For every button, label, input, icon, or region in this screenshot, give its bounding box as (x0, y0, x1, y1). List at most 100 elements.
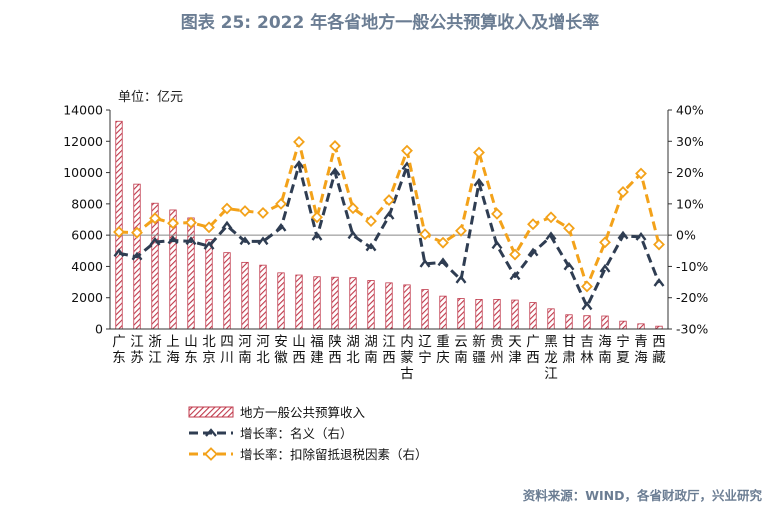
legend-swatch-nominal (189, 427, 233, 437)
x-tick-label: 湖 (346, 334, 360, 350)
nominal-growth-point (419, 258, 431, 268)
y-right-tick-label: -30% (676, 322, 708, 337)
x-tick-label: 海 (166, 350, 180, 366)
legend-label-nominal: 增长率：名义（右） (240, 426, 353, 441)
adjusted-growth-point (275, 197, 287, 210)
y-left-tick-label: 4000 (71, 259, 103, 274)
lines-layer (113, 135, 665, 311)
adjusted-growth-point (635, 167, 647, 180)
adjusted-growth-point (419, 228, 431, 241)
x-tick-label: 蒙 (400, 350, 414, 366)
x-tick-label: 贵 (490, 334, 504, 350)
x-tick-label: 江 (382, 334, 396, 350)
adjusted-growth-point (311, 211, 323, 224)
adjusted-growth-point (239, 205, 251, 217)
x-tick-label: 内 (400, 334, 414, 350)
adjusted-growth-point (131, 226, 143, 239)
x-tick-label: 西 (652, 334, 666, 350)
nominal-growth-line (118, 163, 661, 308)
adjusted-growth-point (491, 207, 503, 220)
adjusted-growth-point (617, 186, 629, 198)
bar (241, 261, 249, 330)
nominal-growth-point (113, 248, 125, 258)
adjusted-growth-point (167, 217, 179, 230)
x-tick-label: 云 (454, 334, 468, 350)
adjusted-growth-point (383, 194, 395, 207)
x-tick-label: 京 (202, 350, 216, 366)
x-tick-label: 宁 (418, 349, 432, 366)
legend-swatch-bars (188, 406, 234, 417)
nominal-growth-point (221, 220, 233, 230)
bar (259, 264, 267, 330)
chart-plot: 0 2000 4000 6000 8000 10000 12000 14000 -30% -20%… (63, 103, 708, 383)
x-tick-label: 津 (508, 350, 522, 366)
adjusted-growth-point (347, 202, 359, 215)
legend-swatch-adjusted (189, 446, 233, 461)
x-tick-label: 河 (238, 334, 252, 350)
x-tick-label: 浙 (148, 334, 162, 350)
bar (529, 302, 537, 330)
adjusted-growth-point (221, 202, 233, 215)
bar (187, 217, 195, 330)
x-tick-label: 天 (508, 334, 522, 350)
x-tick-label: 南 (364, 350, 378, 366)
nominal-growth-point (545, 231, 557, 241)
x-tick-label: 藏 (652, 350, 666, 366)
y-left-tick-label: 12000 (63, 134, 103, 149)
y-left-tick-label: 6000 (71, 228, 103, 243)
nominal-growth-point (293, 160, 305, 169)
unit-label: 单位：亿元 (118, 90, 184, 105)
bar (457, 298, 465, 330)
nominal-growth-point (581, 301, 593, 311)
x-tick-label: 陕 (328, 334, 342, 350)
nominal-growth-point (275, 222, 287, 232)
nominal-growth-point (491, 240, 503, 250)
x-tick-label: 青 (634, 334, 648, 350)
x-tick-label: 南 (598, 350, 612, 366)
nominal-growth-point (329, 167, 341, 176)
nominal-growth-point (509, 271, 521, 281)
nominal-growth-point (203, 241, 215, 250)
axes-layer (106, 109, 672, 330)
legend-item-nominal: 增长率：名义（右） (188, 422, 428, 443)
nominal-growth-point (653, 278, 665, 287)
chart-title: 图表 25: 2022 年各省地方一般公共预算收入及增长率 (180, 13, 600, 33)
x-tick-label: 西 (526, 350, 540, 366)
adjusted-growth-point (527, 218, 539, 231)
bar (493, 299, 501, 330)
x-tick-label: 广 (112, 334, 126, 350)
legend: 地方一般公共预算收入 增长率：名义（右） 增长率：扣除留抵退税因素（右） (188, 401, 428, 464)
x-tick-label: 南 (454, 350, 468, 366)
x-tick-label: 山 (292, 334, 306, 350)
adjusted-growth-point (653, 238, 665, 251)
nominal-growth-point (239, 236, 251, 246)
nominal-growth-point (599, 263, 611, 273)
x-tick-label: 西 (328, 350, 342, 366)
y-right-tick-label: -10% (676, 259, 708, 274)
x-tick-label: 西 (292, 350, 306, 366)
y-right-tick-label: 30% (676, 134, 704, 149)
source-note: 资料来源：WIND，各省财政厅，兴业研究 (522, 488, 762, 503)
x-tick-label: 湖 (364, 334, 378, 350)
bar (205, 239, 213, 330)
bar (385, 282, 393, 330)
x-tick-label: 庆 (436, 350, 450, 366)
x-tick-label: 东 (184, 350, 198, 366)
x-tick-label: 福 (310, 334, 324, 350)
x-tick-label: 北 (256, 350, 270, 366)
x-tick-label: 徽 (274, 350, 288, 366)
y-right-tick-label: 20% (676, 165, 704, 180)
adjusted-growth-point (455, 224, 467, 237)
legend-label-bars: 地方一般公共预算收入 (240, 405, 366, 420)
x-tick-label: 疆 (472, 350, 486, 366)
nominal-growth-point (383, 211, 395, 220)
x-tick-label: 北 (346, 350, 360, 366)
x-tick-label: 甘 (562, 334, 576, 350)
adjusted-growth-point (293, 135, 305, 148)
x-tick-label: 四 (220, 334, 234, 350)
y-right-tick-label: 0% (676, 228, 696, 243)
y-left-tick-label: 14000 (63, 103, 103, 118)
adjusted-growth-point (203, 221, 215, 234)
x-tick-label: 东 (112, 350, 126, 366)
x-tick-label: 江 (544, 366, 558, 382)
